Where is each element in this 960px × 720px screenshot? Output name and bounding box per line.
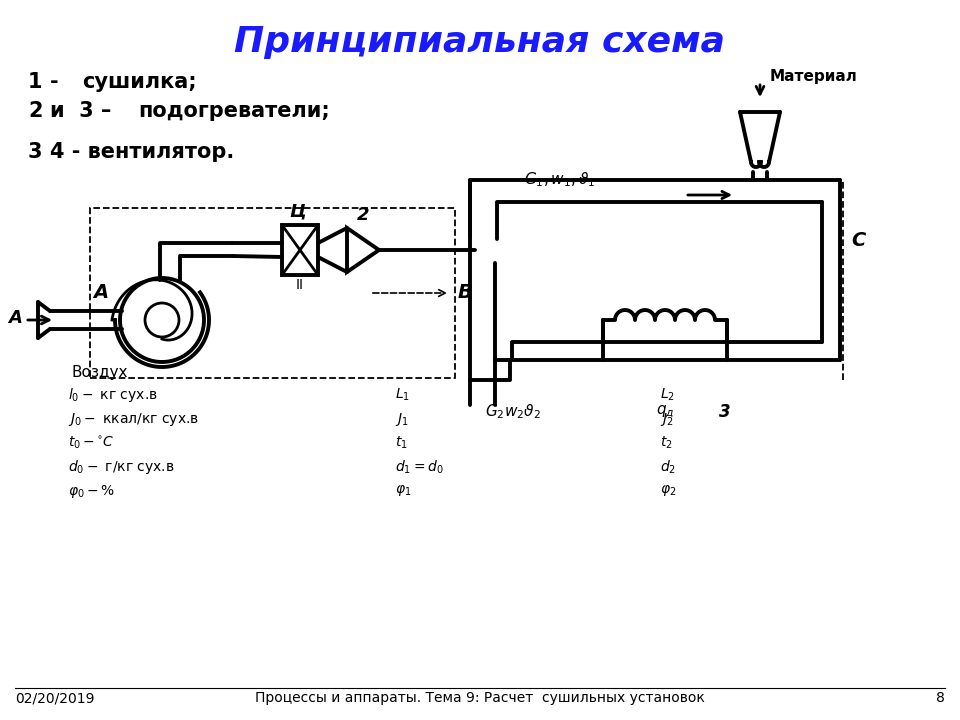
Text: 1: 1 [28, 72, 42, 92]
Text: $t_0 - \!^\circ\!C$: $t_0 - \!^\circ\!C$ [68, 435, 114, 451]
Bar [282, 225, 318, 275]
Text: $J_1$: $J_1$ [395, 410, 409, 428]
Text: II: II [296, 278, 304, 292]
Text: $t_2$: $t_2$ [660, 435, 673, 451]
Text: 2: 2 [357, 206, 370, 224]
Text: Материал: Материал [770, 70, 857, 84]
Text: Принципиальная схема: Принципиальная схема [234, 25, 726, 59]
Text: 8: 8 [936, 691, 945, 705]
Text: $l_0 -$ кг сух.в: $l_0 -$ кг сух.в [68, 386, 157, 404]
Text: $\varphi_2$: $\varphi_2$ [660, 484, 677, 498]
Text: 4 - вентилятор.: 4 - вентилятор. [50, 142, 234, 162]
Text: $\varphi_0 - \%$: $\varphi_0 - \%$ [68, 482, 115, 500]
Text: А: А [93, 284, 108, 302]
Text: С: С [851, 230, 865, 250]
Text: $L_2$: $L_2$ [660, 387, 675, 403]
Text: и  3 –: и 3 – [50, 101, 111, 121]
Text: Процессы и аппараты. Тема 9: Расчет  сушильных установок: Процессы и аппараты. Тема 9: Расчет суши… [255, 691, 705, 705]
Text: А: А [8, 309, 22, 327]
Text: 02/20/2019: 02/20/2019 [15, 691, 94, 705]
Text: подогреватели;: подогреватели; [138, 101, 329, 121]
Text: 2: 2 [28, 101, 42, 121]
Text: -: - [50, 72, 59, 92]
Text: $J_2$: $J_2$ [660, 410, 674, 428]
Text: Ц: Ц [290, 203, 306, 221]
Text: $L_1$: $L_1$ [395, 387, 410, 403]
Text: 3: 3 [719, 403, 731, 421]
Text: Воздух: Воздух [72, 364, 129, 379]
Text: $J_0 -$ ккал/кг сух.в: $J_0 -$ ккал/кг сух.в [68, 410, 199, 428]
Text: $d_1=d_0$: $d_1=d_0$ [395, 459, 444, 476]
Text: сушилка;: сушилка; [82, 72, 197, 92]
Text: 3: 3 [28, 142, 42, 162]
Text: $\varphi_1$: $\varphi_1$ [395, 484, 412, 498]
Bar [90, 208, 455, 378]
Text: В: В [458, 284, 473, 302]
Text: $G_2w_2\vartheta_2$: $G_2w_2\vartheta_2$ [485, 402, 540, 421]
Text: $d_0 -$ г/кг сух.в: $d_0 -$ г/кг сух.в [68, 458, 175, 476]
Text: $t_1$: $t_1$ [395, 435, 408, 451]
Text: $d_2$: $d_2$ [660, 459, 676, 476]
Text: $q_д$: $q_д$ [656, 403, 674, 420]
Text: $G_1,w_1,\vartheta_1$: $G_1,w_1,\vartheta_1$ [524, 171, 596, 189]
